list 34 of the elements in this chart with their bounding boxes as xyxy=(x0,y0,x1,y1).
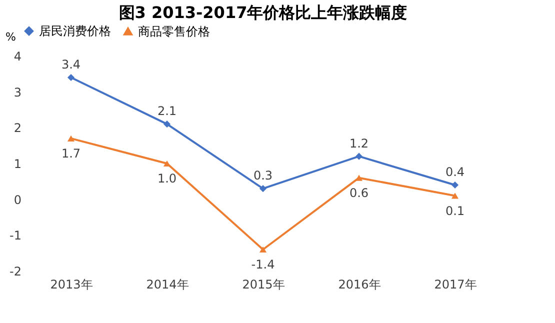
data-label: 0.6 xyxy=(349,186,369,200)
data-label: 3.4 xyxy=(61,58,81,72)
y-tick-label: 1 xyxy=(14,157,22,171)
data-label: 0.3 xyxy=(253,168,273,183)
point xyxy=(67,135,75,142)
y-tick-label: -2 xyxy=(10,264,22,278)
data-label: 1.7 xyxy=(61,146,81,160)
data-label: 2.1 xyxy=(157,104,177,118)
point xyxy=(259,185,267,192)
point xyxy=(67,74,75,82)
data-label: 1.0 xyxy=(157,172,177,186)
point xyxy=(163,120,171,128)
point xyxy=(451,181,459,189)
y-tick-label: 0 xyxy=(14,192,22,207)
point xyxy=(355,152,363,160)
x-tick-label: 2014年 xyxy=(146,278,189,292)
data-label: -1.4 xyxy=(251,258,275,272)
y-tick-label: -1 xyxy=(10,228,22,243)
x-tick-label: 2016年 xyxy=(338,278,381,292)
point xyxy=(259,246,267,253)
y-tick-label: 2 xyxy=(14,121,22,136)
point xyxy=(451,192,459,199)
legend-label: 居民消费价格 xyxy=(39,24,111,38)
data-label: 1.2 xyxy=(349,136,369,150)
data-label: 0.1 xyxy=(445,204,465,218)
data-label: 0.4 xyxy=(445,165,465,179)
x-tick-label: 2013年 xyxy=(50,278,93,292)
y-axis-title: % xyxy=(6,30,16,44)
legend-label: 商品零售价格 xyxy=(138,24,210,38)
x-tick-label: 2017年 xyxy=(434,278,477,292)
x-tick-label: 2015年 xyxy=(242,278,285,292)
chart-title: 图3 2013-2017年价格比上年涨跌幅度 xyxy=(118,3,408,22)
y-tick-label: 4 xyxy=(14,50,22,64)
y-tick-label: 3 xyxy=(14,85,22,100)
